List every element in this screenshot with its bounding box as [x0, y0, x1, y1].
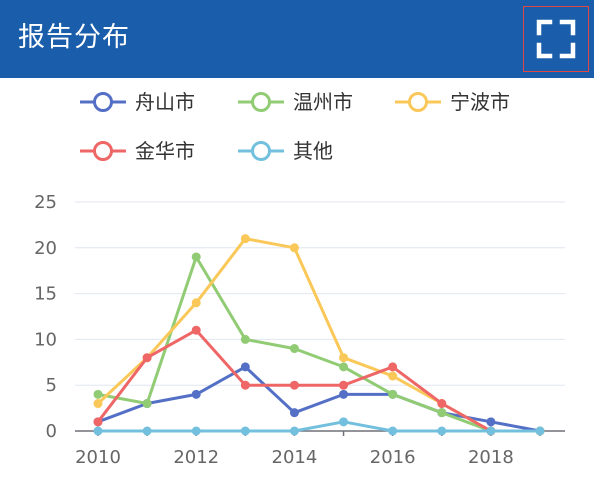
legend-item[interactable]: 金华市	[80, 139, 195, 163]
data-point[interactable]	[388, 426, 398, 436]
data-point[interactable]	[437, 426, 447, 436]
legend-label: 宁波市	[450, 90, 510, 114]
data-point[interactable]	[339, 389, 349, 399]
y-tick-label: 5	[46, 375, 57, 396]
legend-marker-icon	[251, 141, 271, 161]
data-point[interactable]	[388, 362, 398, 372]
data-point[interactable]	[191, 389, 201, 399]
legend-label: 温州市	[293, 90, 353, 114]
data-point[interactable]	[486, 426, 496, 436]
data-point[interactable]	[486, 417, 496, 427]
data-point[interactable]	[289, 243, 299, 253]
data-point[interactable]	[142, 399, 152, 409]
data-point[interactable]	[142, 426, 152, 436]
series-line	[98, 420, 540, 433]
x-tick-label: 2012	[173, 447, 219, 468]
data-point[interactable]	[93, 389, 103, 399]
expand-icon	[536, 19, 576, 59]
legend-label: 其他	[293, 139, 333, 163]
data-point[interactable]	[142, 353, 152, 363]
legend-marker-icon	[93, 141, 113, 161]
x-tick-label: 2010	[75, 447, 121, 468]
data-point[interactable]	[191, 325, 201, 335]
data-point[interactable]	[339, 362, 349, 372]
data-point[interactable]	[289, 344, 299, 354]
legend-item[interactable]: 其他	[238, 139, 333, 163]
legend-marker-icon	[251, 92, 271, 112]
panel-header: 报告分布	[0, 0, 594, 78]
y-tick-label: 15	[34, 284, 57, 305]
data-point[interactable]	[191, 426, 201, 436]
data-point[interactable]	[339, 380, 349, 390]
data-point[interactable]	[339, 353, 349, 363]
x-tick-label: 2018	[468, 447, 514, 468]
legend-marker-icon	[408, 92, 428, 112]
legend-item[interactable]: 舟山市	[80, 90, 195, 114]
data-point[interactable]	[437, 408, 447, 418]
data-point[interactable]	[437, 399, 447, 409]
data-point[interactable]	[240, 380, 250, 390]
data-point[interactable]	[289, 380, 299, 390]
data-point[interactable]	[191, 252, 201, 262]
x-tick-label: 2014	[272, 447, 318, 468]
y-tick-label: 25	[34, 192, 57, 213]
data-point[interactable]	[240, 234, 250, 244]
data-point[interactable]	[93, 417, 103, 427]
series-3	[93, 325, 496, 436]
series-4	[93, 417, 545, 436]
data-point[interactable]	[289, 408, 299, 418]
data-point[interactable]	[93, 426, 103, 436]
fullscreen-button[interactable]	[523, 6, 589, 72]
y-tick-label: 10	[34, 329, 57, 350]
data-point[interactable]	[240, 362, 250, 372]
data-point[interactable]	[388, 371, 398, 381]
y-tick-label: 20	[34, 238, 57, 259]
x-tick-label: 2016	[370, 447, 416, 468]
panel-title: 报告分布	[18, 22, 130, 53]
legend-label: 金华市	[135, 139, 195, 163]
data-point[interactable]	[339, 417, 349, 427]
data-point[interactable]	[289, 426, 299, 436]
data-point[interactable]	[388, 389, 398, 399]
y-tick-label: 0	[46, 421, 57, 442]
legend-marker-icon	[93, 92, 113, 112]
legend-item[interactable]: 温州市	[238, 90, 353, 114]
legend-label: 舟山市	[135, 90, 195, 114]
line-chart: 0 5 10 15 20 25 2010 2012 2014 2016 2018 舟山市 温州市 宁波市金…	[34, 90, 565, 468]
data-point[interactable]	[191, 298, 201, 308]
data-point[interactable]	[535, 426, 545, 436]
data-point[interactable]	[93, 399, 103, 409]
series-1	[93, 252, 545, 436]
data-point[interactable]	[240, 426, 250, 436]
legend-item[interactable]: 宁波市	[395, 90, 510, 114]
data-point[interactable]	[240, 334, 250, 344]
